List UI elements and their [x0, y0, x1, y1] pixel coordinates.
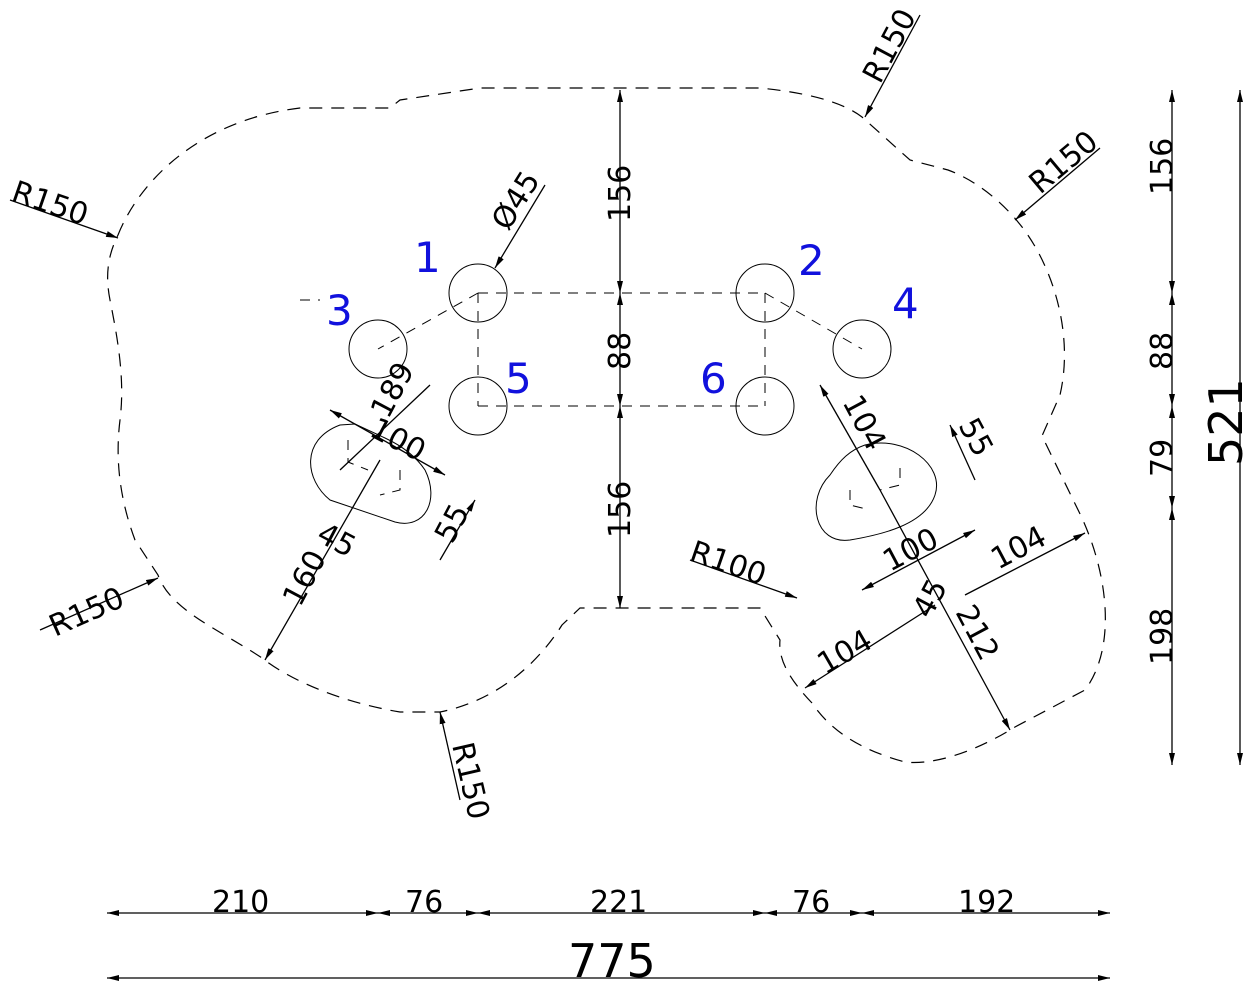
hole-label-5: 5	[505, 354, 532, 403]
radius-label-left-top: R150	[7, 174, 92, 233]
dim-center-156-bottom: 156	[603, 481, 638, 538]
dimension-lines	[9, 14, 1243, 981]
dim-bottom-76-right: 76	[792, 885, 830, 920]
holes	[348, 263, 892, 436]
radius-label-r100: R100	[685, 534, 770, 593]
dim-center-88: 88	[603, 332, 638, 370]
right-slot-dim-55: 55	[951, 412, 1000, 462]
dim-right-88: 88	[1145, 332, 1180, 370]
hole-numbers: 1 2 3 4 5 6	[326, 233, 919, 403]
hole-label-2: 2	[798, 236, 825, 285]
radius-label-right-top: R150	[1023, 124, 1105, 201]
radius-label-left-bottom: R150	[44, 581, 130, 645]
part-outline	[107, 87, 1106, 764]
dim-bottom-76-left: 76	[405, 885, 443, 920]
hole-4	[832, 319, 892, 379]
hole-diameter-label: Ø45	[485, 165, 547, 236]
dim-right-156: 156	[1145, 138, 1180, 195]
dim-bottom-192: 192	[958, 885, 1015, 920]
dim-overall-height: 521	[1199, 378, 1253, 466]
hole-5	[448, 376, 508, 436]
dim-overall-width: 775	[568, 934, 656, 988]
radius-label-top: R150	[856, 3, 924, 88]
right-slot-dim-212: 212	[948, 599, 1006, 666]
hole-label-4: 4	[892, 279, 919, 328]
right-slot	[815, 442, 937, 541]
left-slot-dim-189: 189	[364, 357, 422, 424]
right-slot-dim-104-bottom: 104	[812, 623, 879, 682]
dimension-labels: 156 88 156 156 88 79 198 521 210 76 221 …	[7, 3, 1253, 988]
hole-label-3: 3	[326, 286, 353, 335]
hole-3	[348, 319, 408, 379]
hole-label-1: 1	[414, 233, 441, 282]
dim-bottom-221: 221	[590, 885, 647, 920]
dim-center-156-top: 156	[603, 165, 638, 222]
hole-2	[735, 263, 795, 323]
left-slot-dim-100: 100	[364, 411, 431, 469]
hole-label-6: 6	[700, 354, 727, 403]
center-lines	[300, 292, 863, 407]
radius-label-bottom: R150	[444, 739, 496, 823]
dim-right-79: 79	[1145, 439, 1180, 477]
hole-6	[735, 376, 795, 436]
right-slot-dim-100: 100	[877, 521, 944, 579]
hole-1	[448, 263, 508, 323]
right-slot-dim-104-right: 104	[985, 519, 1052, 577]
dim-right-198: 198	[1145, 608, 1180, 665]
right-slot-dim-104-top: 104	[835, 389, 893, 456]
left-slot-dim-55: 55	[428, 499, 477, 549]
dim-bottom-210: 210	[212, 885, 269, 920]
